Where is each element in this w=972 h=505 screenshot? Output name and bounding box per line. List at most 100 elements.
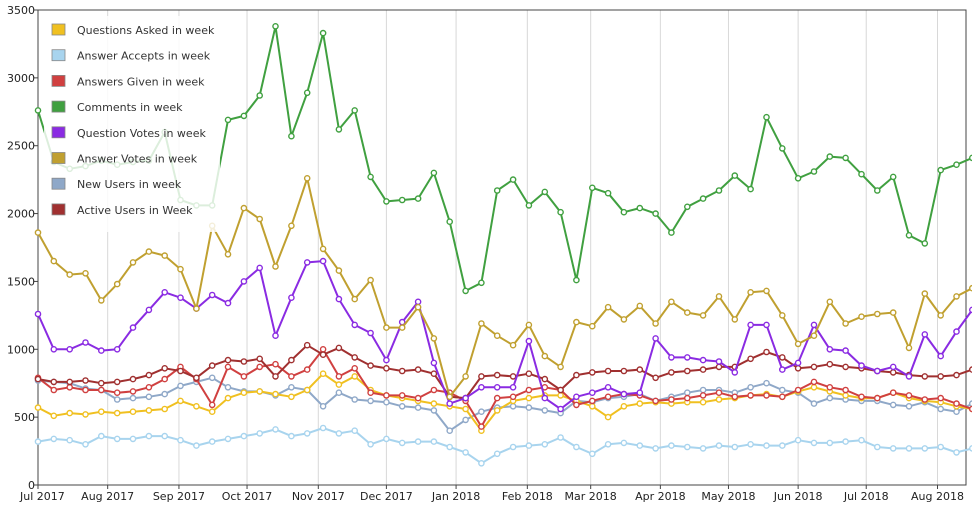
data-point bbox=[50, 257, 58, 265]
x-tick-label: Nov 2017 bbox=[292, 490, 345, 503]
data-point bbox=[161, 375, 168, 383]
data-point bbox=[478, 279, 485, 287]
data-point bbox=[589, 397, 596, 405]
data-point bbox=[937, 352, 945, 360]
data-point bbox=[34, 310, 42, 318]
data-point bbox=[446, 427, 454, 435]
data-point bbox=[810, 383, 818, 391]
data-point bbox=[303, 259, 311, 266]
data-point bbox=[303, 174, 311, 182]
data-point bbox=[351, 107, 359, 114]
data-point bbox=[969, 306, 972, 314]
data-point bbox=[921, 240, 929, 247]
data-point bbox=[272, 22, 279, 30]
grid-lines bbox=[107, 10, 938, 485]
data-point bbox=[810, 378, 818, 386]
data-point bbox=[351, 354, 359, 361]
data-point bbox=[636, 389, 644, 397]
data-point bbox=[652, 210, 659, 217]
data-point bbox=[82, 339, 89, 346]
y-tick-label: 2000 bbox=[7, 208, 35, 221]
data-point bbox=[747, 392, 754, 399]
data-point bbox=[319, 402, 327, 410]
data-point bbox=[446, 393, 454, 401]
data-point bbox=[161, 432, 168, 440]
data-point bbox=[731, 316, 739, 323]
data-point bbox=[636, 366, 644, 373]
data-point bbox=[129, 324, 137, 331]
data-point bbox=[715, 363, 723, 371]
data-point bbox=[430, 169, 438, 177]
data-point bbox=[240, 278, 248, 285]
data-point bbox=[763, 287, 770, 295]
data-point bbox=[858, 313, 865, 321]
data-point bbox=[905, 402, 913, 410]
data-point bbox=[953, 400, 960, 407]
data-point bbox=[66, 383, 73, 391]
data-point bbox=[113, 280, 121, 288]
data-point bbox=[446, 218, 454, 225]
data-point bbox=[367, 389, 374, 397]
data-point bbox=[82, 440, 89, 448]
data-point bbox=[82, 411, 89, 418]
data-point bbox=[842, 320, 849, 327]
data-point bbox=[763, 392, 770, 399]
data-point bbox=[557, 405, 564, 413]
data-point bbox=[747, 440, 754, 448]
data-point bbox=[953, 328, 960, 335]
data-point bbox=[874, 443, 881, 451]
data-point bbox=[193, 442, 200, 449]
data-point bbox=[953, 293, 960, 300]
data-point bbox=[905, 344, 913, 352]
data-point bbox=[177, 367, 184, 375]
data-point bbox=[668, 298, 675, 306]
x-tick-label: Aug 2018 bbox=[911, 490, 964, 503]
data-point bbox=[747, 288, 754, 296]
x-tick-label: Oct 2017 bbox=[222, 490, 273, 503]
data-point bbox=[699, 195, 707, 202]
data-point bbox=[288, 393, 295, 401]
data-point bbox=[208, 401, 216, 409]
series-0 bbox=[34, 370, 972, 435]
data-point bbox=[969, 154, 972, 162]
data-point bbox=[874, 367, 881, 375]
data-point bbox=[478, 383, 485, 391]
data-point bbox=[557, 392, 564, 399]
x-tick-label: Dec 2017 bbox=[360, 490, 413, 503]
data-point bbox=[826, 383, 834, 391]
data-point bbox=[889, 173, 897, 181]
data-point bbox=[367, 276, 374, 284]
data-point bbox=[414, 438, 422, 445]
data-point bbox=[509, 393, 517, 401]
data-point bbox=[525, 337, 533, 345]
data-point bbox=[430, 400, 438, 407]
y-axis: 0 500 1000 1500 2000 2500 3000 3500 bbox=[7, 4, 38, 492]
data-point bbox=[810, 168, 818, 175]
data-point bbox=[113, 389, 121, 397]
data-point bbox=[715, 358, 723, 365]
data-point bbox=[794, 174, 802, 182]
data-point bbox=[98, 297, 105, 304]
data-point bbox=[604, 440, 612, 448]
data-point bbox=[969, 366, 972, 373]
data-point bbox=[763, 379, 770, 387]
data-point bbox=[573, 318, 580, 326]
data-point bbox=[34, 438, 42, 445]
data-point bbox=[66, 436, 73, 444]
data-point bbox=[288, 373, 295, 380]
data-point bbox=[319, 351, 327, 359]
data-point bbox=[779, 145, 786, 152]
data-point bbox=[810, 321, 818, 329]
data-point bbox=[177, 397, 184, 405]
legend-swatch bbox=[51, 100, 66, 113]
data-point bbox=[288, 294, 295, 302]
data-point bbox=[684, 309, 691, 316]
data-point bbox=[525, 370, 533, 378]
data-point bbox=[652, 335, 659, 342]
data-point bbox=[288, 432, 295, 440]
data-point bbox=[113, 396, 121, 403]
data-point bbox=[889, 401, 897, 409]
data-point bbox=[414, 303, 422, 311]
data-point bbox=[620, 208, 628, 216]
data-point bbox=[493, 332, 501, 340]
